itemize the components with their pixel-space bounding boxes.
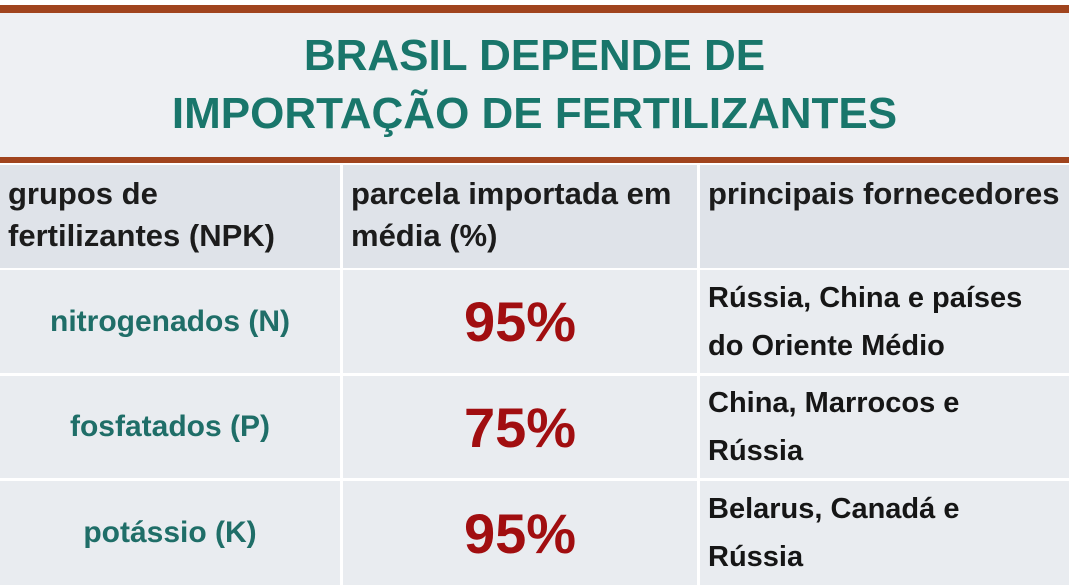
suppliers: Rússia, China e países do Oriente Médio xyxy=(700,270,1069,373)
column-header: grupos de fertilizantes (NPK) xyxy=(0,165,340,268)
title-rule xyxy=(0,157,1069,163)
column-header: principais fornecedores xyxy=(700,165,1069,268)
import-share: 95% xyxy=(343,270,697,373)
import-share: 75% xyxy=(343,376,697,478)
import-share: 95% xyxy=(343,481,697,585)
title-line: BRASIL DEPENDE DE xyxy=(303,31,766,80)
top-rule xyxy=(0,5,1069,13)
title-box: BRASIL DEPENDE DE IMPORTAÇÃO DE FERTILIZ… xyxy=(0,13,1069,157)
group-name: potássio (K) xyxy=(0,481,340,585)
group-name: fosfatados (P) xyxy=(0,376,340,478)
column-header: parcela importada em média (%) xyxy=(343,165,697,268)
suppliers: China, Marrocos e Rússia xyxy=(700,376,1069,478)
title-line: IMPORTAÇÃO DE FERTILIZANTES xyxy=(171,89,898,138)
group-name: nitrogenados (N) xyxy=(0,270,340,373)
suppliers: Belarus, Canadá e Rússia xyxy=(700,481,1069,585)
